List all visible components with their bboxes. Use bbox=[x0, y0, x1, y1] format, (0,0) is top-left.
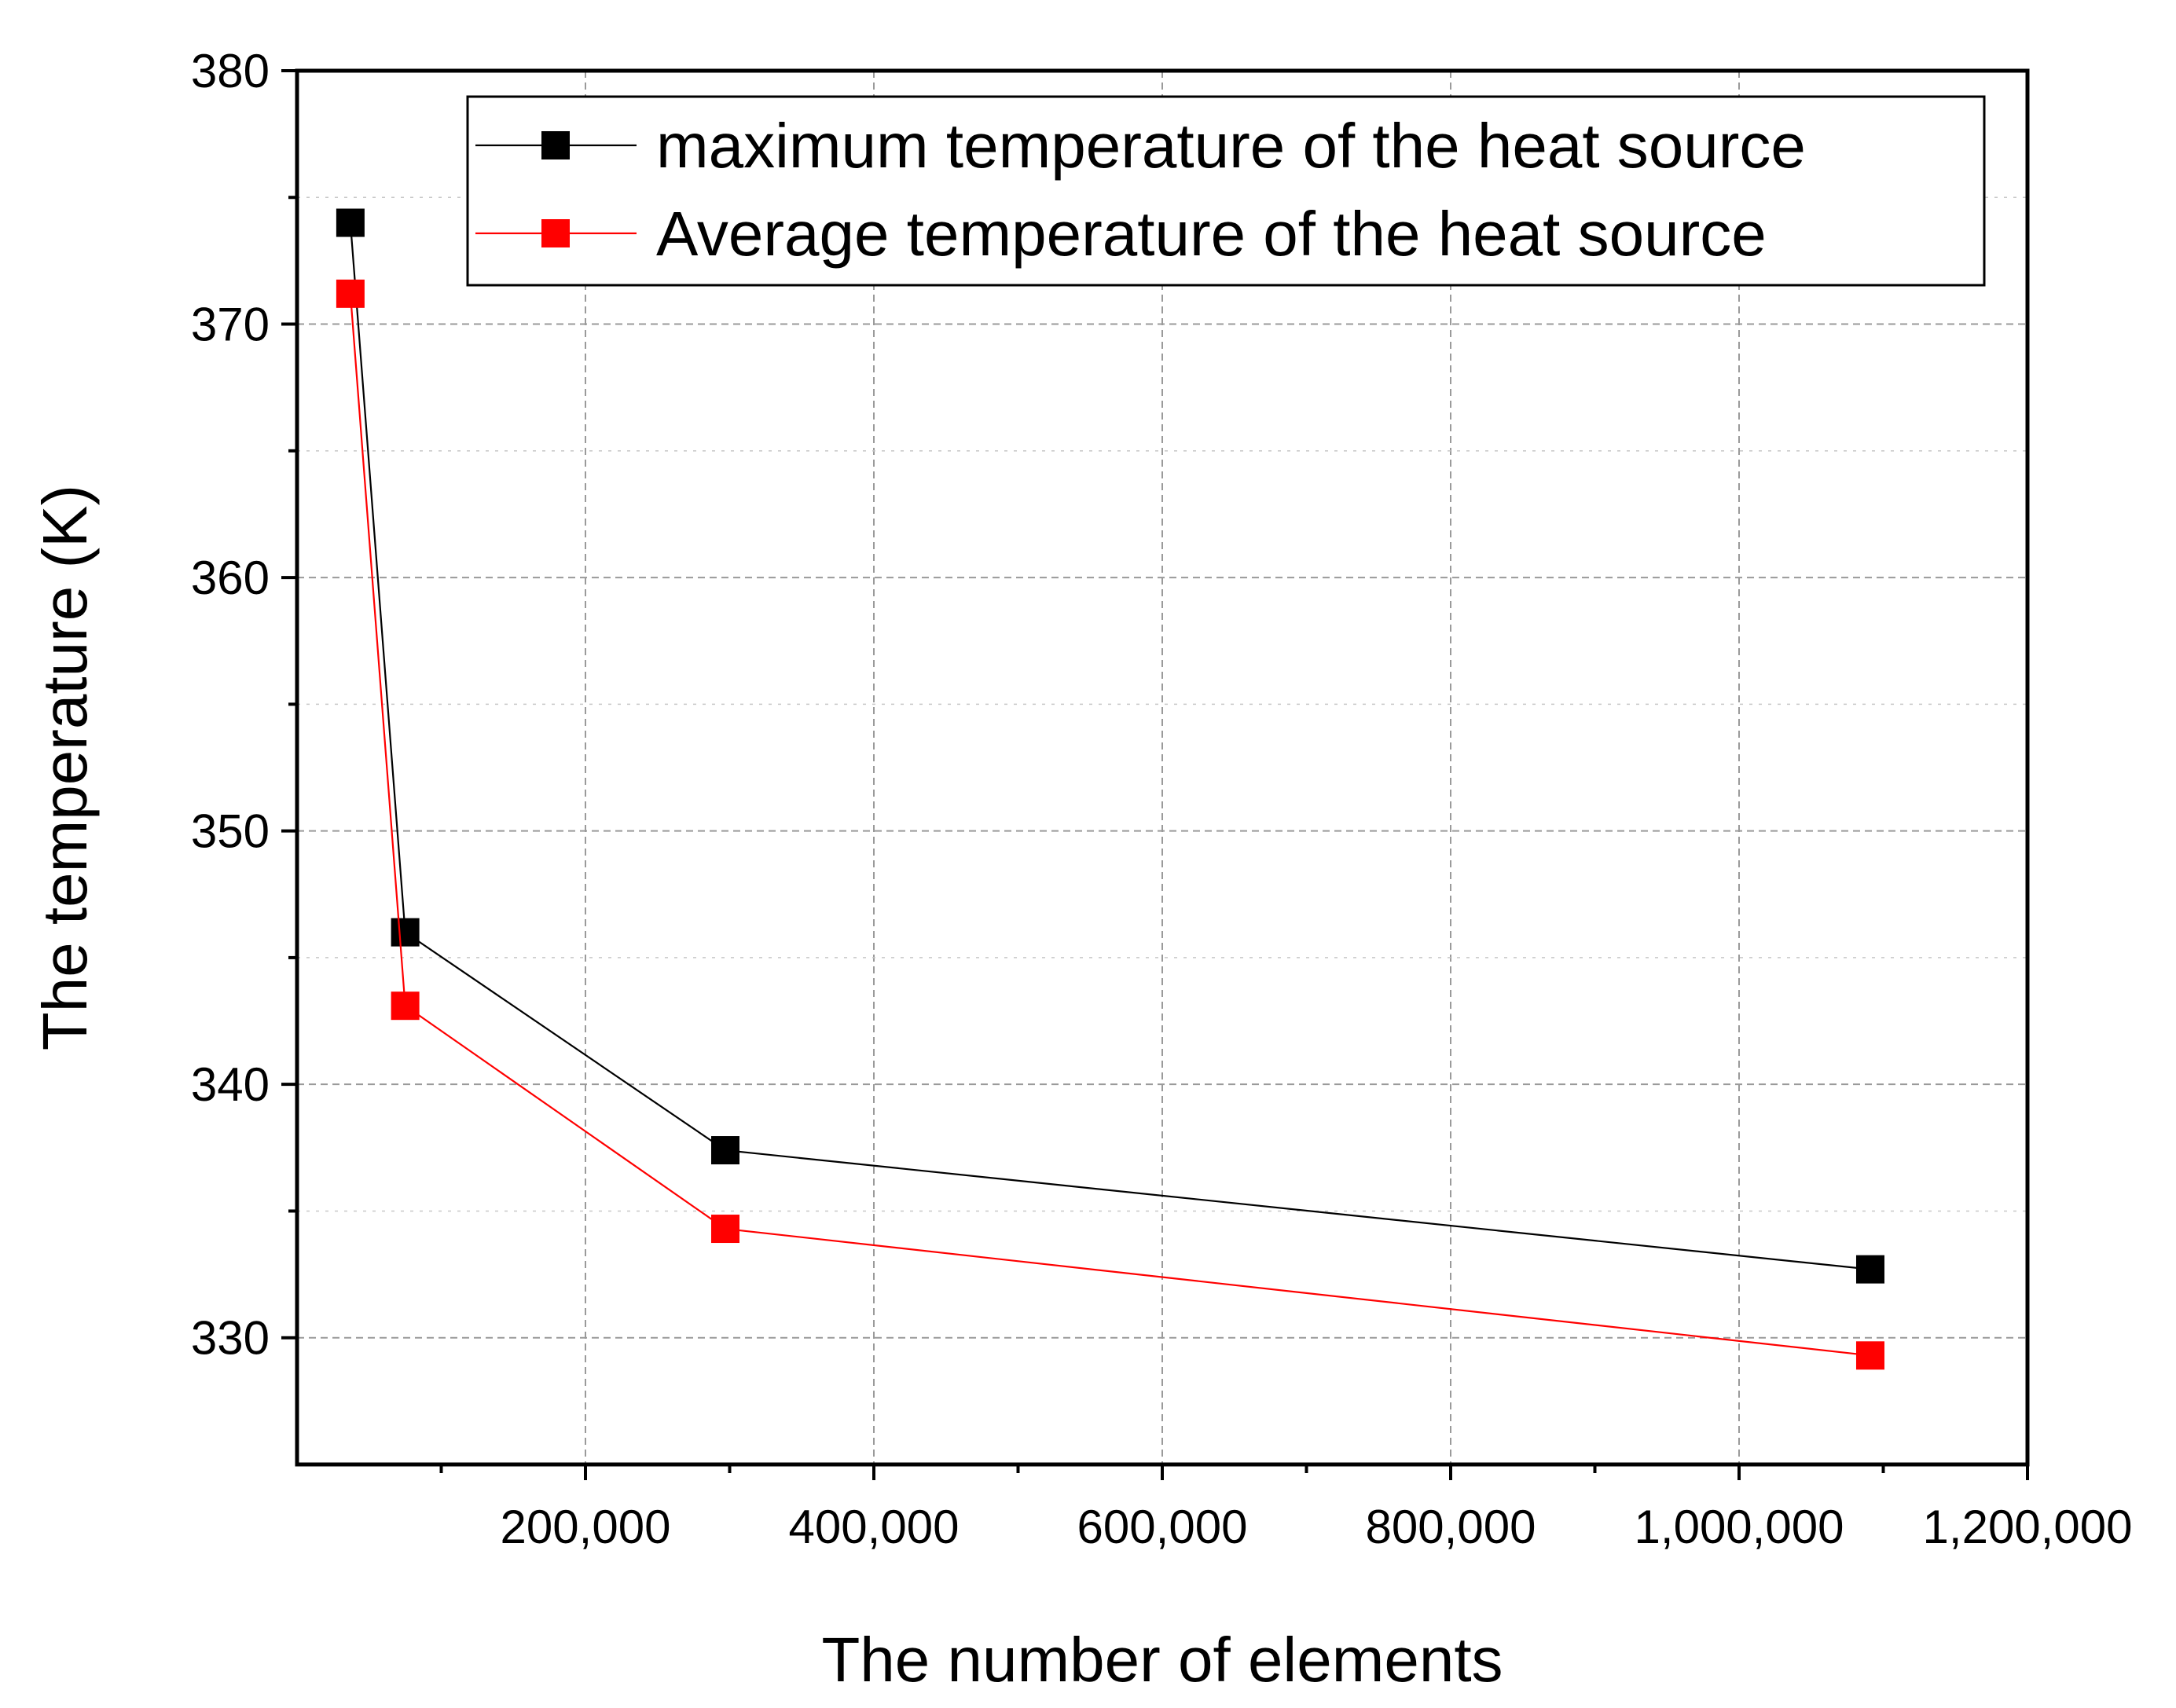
legend-box bbox=[466, 95, 1986, 287]
y-tick-label: 340 bbox=[191, 1058, 270, 1111]
y-tick-label: 350 bbox=[191, 805, 270, 858]
x-tick-label: 200,000 bbox=[501, 1501, 671, 1553]
legend: maximum temperature of the heat source Av… bbox=[466, 95, 1986, 287]
series-2 bbox=[336, 279, 1884, 1370]
data-point-marker bbox=[391, 991, 420, 1021]
data-point-marker bbox=[391, 918, 420, 947]
legend-marker bbox=[541, 219, 570, 247]
tick-labels: 200,000 400,000 600,000 800,000 1,000,000 1,2… bbox=[191, 45, 2133, 1553]
x-tick-label: 1,200,000 bbox=[1923, 1501, 2133, 1553]
x-tick-label: 800,000 bbox=[1366, 1501, 1536, 1553]
data-point-marker bbox=[1855, 1255, 1884, 1284]
y-tick-label: 360 bbox=[191, 552, 270, 604]
x-tick-label: 400,000 bbox=[789, 1501, 960, 1553]
series-1 bbox=[336, 208, 1884, 1284]
y-tick-label: 380 bbox=[191, 45, 270, 97]
axis-ticks bbox=[281, 69, 2029, 1480]
data-point-marker bbox=[336, 208, 365, 237]
series-line bbox=[349, 222, 1871, 1270]
data-point-marker bbox=[1855, 1341, 1884, 1370]
y-tick-label: 370 bbox=[191, 299, 270, 351]
y-axis-title: The temperature (K) bbox=[30, 485, 100, 1050]
x-tick-label: 1,000,000 bbox=[1635, 1501, 1844, 1553]
data-point-marker bbox=[710, 1215, 739, 1244]
legend-item: Average temperature of the heat source bbox=[475, 199, 1767, 269]
y-tick-label: 330 bbox=[191, 1312, 270, 1365]
legend-label: Average temperature of the heat source bbox=[656, 199, 1767, 269]
data-point-marker bbox=[336, 279, 365, 308]
series-layer bbox=[336, 208, 1884, 1370]
data-point-marker bbox=[710, 1136, 739, 1165]
gridlines bbox=[297, 71, 2027, 1464]
series-line bbox=[349, 293, 1871, 1357]
legend-marker bbox=[541, 131, 570, 159]
legend-item: maximum temperature of the heat source bbox=[475, 111, 1806, 181]
x-tick-label: 600,000 bbox=[1077, 1501, 1248, 1553]
legend-label: maximum temperature of the heat source bbox=[656, 111, 1806, 181]
x-axis-title: The number of elements bbox=[821, 1625, 1503, 1695]
